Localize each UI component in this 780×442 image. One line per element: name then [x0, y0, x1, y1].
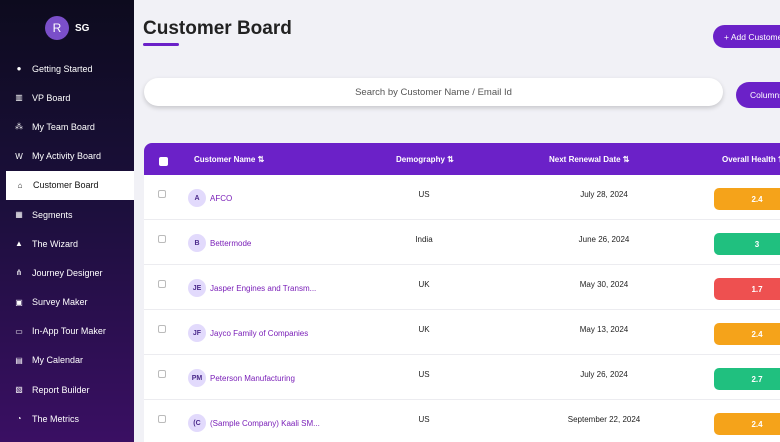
row-checkbox[interactable] [158, 415, 166, 423]
sidebar-item-vp-board[interactable]: ▥ VP Board [0, 83, 134, 112]
page-title: Customer Board [143, 18, 292, 39]
row-checkbox[interactable] [158, 280, 166, 288]
table-header: Customer Name ⇅ Demography ⇅ Next Renewa… [144, 143, 780, 175]
sidebar-item-label: VP Board [32, 92, 71, 103]
sidebar-item-label: The Wizard [32, 238, 79, 249]
team-icon: ⁂ [15, 122, 23, 132]
sidebar-item-label: Customer Board [33, 180, 99, 191]
columns-button[interactable]: Columns [736, 82, 780, 108]
customer-avatar: JE [188, 279, 206, 297]
customer-avatar: A [188, 189, 206, 207]
customer-name-link[interactable]: Jayco Family of Companies [210, 329, 309, 338]
survey-icon: ▣ [15, 297, 23, 307]
avatar[interactable]: R [45, 16, 69, 40]
sitemap-icon: ⋔ [15, 268, 23, 278]
health-score-badge: 2.4 [714, 188, 780, 210]
row-checkbox[interactable] [158, 190, 166, 198]
sidebar: R SG ● Getting Started ▥ VP Board ⁂ My Team B… [0, 0, 134, 442]
health-score-badge: 2.7 [714, 368, 780, 390]
sidebar-item-in-app-tour-maker[interactable]: ▭ In-App Tour Maker [0, 317, 134, 346]
add-customer-button[interactable]: + Add Customer [713, 25, 780, 48]
sidebar-item-label: The Metrics [32, 413, 80, 424]
renewal-date-cell: May 30, 2024 [579, 280, 629, 289]
demography-cell: India [415, 235, 433, 244]
sidebar-item-my-team-board[interactable]: ⁂ My Team Board [0, 112, 134, 141]
table-row[interactable]: B Bettermode India June 26, 2024 3 [144, 220, 780, 265]
renewal-date-cell: September 22, 2024 [567, 415, 641, 424]
table-row[interactable]: JE Jasper Engines and Transm... UK May 30, … [144, 265, 780, 310]
home-icon: ⌂ [17, 180, 23, 190]
sidebar-item-my-activity-board[interactable]: W My Activity Board [0, 142, 134, 171]
user-profile[interactable]: R SG [45, 16, 89, 40]
customer-avatar: B [188, 234, 206, 252]
user-initials: SG [75, 22, 90, 34]
sidebar-item-customer-board[interactable]: ⌂ Customer Board [6, 170, 134, 200]
customer-avatar: (C [188, 414, 206, 432]
renewal-date-cell: July 26, 2024 [580, 370, 628, 379]
wizard-icon: ▲ [15, 239, 23, 249]
row-checkbox[interactable] [158, 370, 166, 378]
window-icon: ▭ [15, 326, 23, 336]
sidebar-item-label: Segments [32, 209, 73, 220]
header-demography[interactable]: Demography ⇅ [396, 155, 454, 164]
title-underline [143, 43, 179, 46]
sidebar-item-getting-started[interactable]: ● Getting Started [0, 54, 134, 83]
sidebar-item-label: Journey Designer [32, 267, 103, 278]
gauge-icon: ◔ [16, 414, 22, 424]
report-icon: ▧ [15, 385, 23, 395]
demography-cell: US [418, 415, 430, 424]
rocket-icon: ● [16, 64, 22, 74]
sidebar-item-label: My Team Board [32, 121, 95, 132]
sidebar-item-survey-maker[interactable]: ▣ Survey Maker [0, 288, 134, 317]
customer-name-link[interactable]: AFCO [210, 194, 233, 203]
header-customer-name[interactable]: Customer Name ⇅ [194, 155, 265, 164]
sidebar-item-segments[interactable]: ▦ Segments [0, 200, 134, 229]
activity-icon: W [15, 151, 23, 161]
renewal-date-cell: July 28, 2024 [580, 190, 628, 199]
sidebar-item-report-builder[interactable]: ▧ Report Builder [0, 375, 134, 404]
header-overall-health[interactable]: Overall Health ⇅ [722, 155, 780, 164]
calendar-icon: ▤ [15, 355, 23, 365]
health-score-badge: 2.4 [714, 323, 780, 345]
sidebar-item-label: Report Builder [32, 384, 90, 395]
renewal-date-cell: June 26, 2024 [578, 235, 630, 244]
customer-name-link[interactable]: Bettermode [210, 239, 252, 248]
sidebar-item-the-metrics[interactable]: ◔ The Metrics [0, 404, 134, 433]
renewal-date-cell: May 13, 2024 [579, 325, 629, 334]
grid-icon: ▦ [15, 210, 23, 220]
customer-avatar: JF [188, 324, 206, 342]
demography-cell: US [418, 190, 430, 199]
sidebar-nav: ● Getting Started ▥ VP Board ⁂ My Team Board W… [0, 54, 134, 433]
row-checkbox[interactable] [158, 235, 166, 243]
select-all-checkbox[interactable] [159, 157, 168, 166]
table-row[interactable]: JF Jayco Family of Companies UK May 13, 202… [144, 310, 780, 355]
sidebar-item-journey-designer[interactable]: ⋔ Journey Designer [0, 258, 134, 287]
customer-table: Customer Name ⇅ Demography ⇅ Next Renewa… [144, 143, 780, 442]
customer-avatar: PM [188, 369, 206, 387]
health-score-badge: 1.7 [714, 278, 780, 300]
sidebar-item-my-calendar[interactable]: ▤ My Calendar [0, 346, 134, 375]
table-row[interactable]: PM Peterson Manufacturing US July 26, 2024 2… [144, 355, 780, 400]
sidebar-item-label: In-App Tour Maker [32, 326, 106, 337]
sidebar-item-label: Survey Maker [32, 297, 88, 308]
health-score-badge: 3 [714, 233, 780, 255]
customer-name-link[interactable]: Jasper Engines and Transm... [210, 284, 317, 293]
row-checkbox[interactable] [158, 325, 166, 333]
sidebar-item-label: Getting Started [32, 63, 93, 74]
sidebar-item-label: My Calendar [32, 355, 84, 366]
header-renewal-date[interactable]: Next Renewal Date ⇅ [549, 155, 630, 164]
bar-chart-icon: ▥ [15, 93, 23, 103]
table-body: A AFCO US July 28, 2024 2.4 B Bettermode India J… [144, 175, 780, 442]
demography-cell: UK [418, 325, 430, 334]
demography-cell: US [418, 370, 430, 379]
table-row[interactable]: A AFCO US July 28, 2024 2.4 [144, 175, 780, 220]
sidebar-item-label: My Activity Board [32, 151, 102, 162]
demography-cell: UK [418, 280, 430, 289]
health-score-badge: 2.4 [714, 413, 780, 435]
customer-name-link[interactable]: Peterson Manufacturing [210, 374, 295, 383]
customer-name-link[interactable]: (Sample Company) Kaali SM... [210, 419, 320, 428]
sidebar-item-the-wizard[interactable]: ▲ The Wizard [0, 229, 134, 258]
search-input[interactable] [144, 78, 723, 106]
table-row[interactable]: (C (Sample Company) Kaali SM... US Septembe… [144, 400, 780, 442]
